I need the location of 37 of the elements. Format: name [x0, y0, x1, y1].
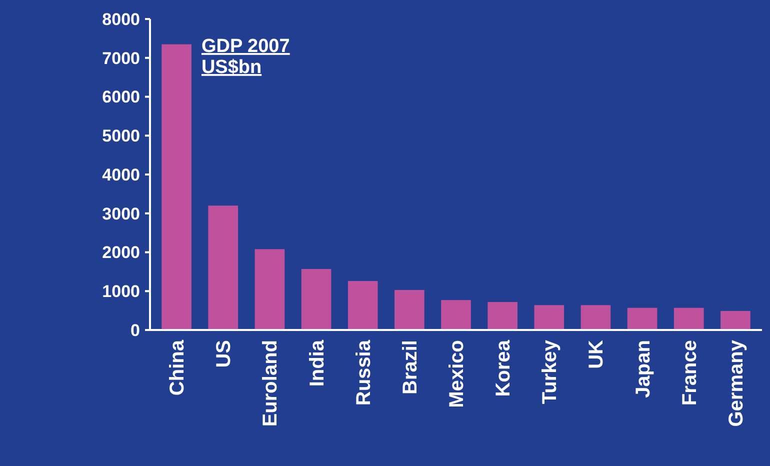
x-tick-label: Euroland [260, 340, 282, 427]
y-tick-label: 7000 [102, 48, 140, 68]
annotation: GDP 2007 [201, 36, 290, 57]
x-tick-label: UK [586, 339, 608, 369]
y-tick-label: 5000 [102, 126, 140, 146]
bar [674, 308, 704, 330]
x-tick-label: Mexico [446, 340, 468, 408]
bar [208, 206, 238, 330]
bar [580, 305, 611, 330]
x-tick-label: Germany [725, 339, 748, 427]
bar [720, 310, 750, 330]
bar [488, 302, 518, 330]
y-tick-label: 1000 [102, 282, 140, 302]
bar [301, 268, 332, 330]
y-tick-label: 4000 [102, 165, 140, 184]
bar [348, 281, 378, 330]
x-tick-label: Korea [492, 339, 515, 397]
y-tick-label: 0 [130, 320, 140, 340]
bar [394, 290, 424, 330]
x-tick-label: Japan [632, 340, 654, 398]
annotation: US$bn [201, 57, 262, 78]
y-tick-label: 2000 [102, 243, 140, 262]
x-tick-label: India [306, 339, 328, 387]
x-tick-label: France [678, 340, 701, 406]
x-tick-label: Brazil [399, 340, 422, 394]
y-tick-label: 6000 [102, 88, 140, 107]
bar [254, 249, 285, 330]
x-tick-label: US [213, 340, 236, 368]
y-tick-label: 3000 [102, 204, 140, 224]
x-tick-label: China [166, 339, 189, 396]
x-tick-label: Russia [352, 339, 375, 406]
bar [534, 305, 564, 330]
bar [627, 308, 658, 330]
x-tick-label: Turkey [539, 339, 562, 404]
bar [162, 44, 192, 330]
bar [441, 300, 471, 330]
y-tick-label: 8000 [102, 10, 140, 29]
